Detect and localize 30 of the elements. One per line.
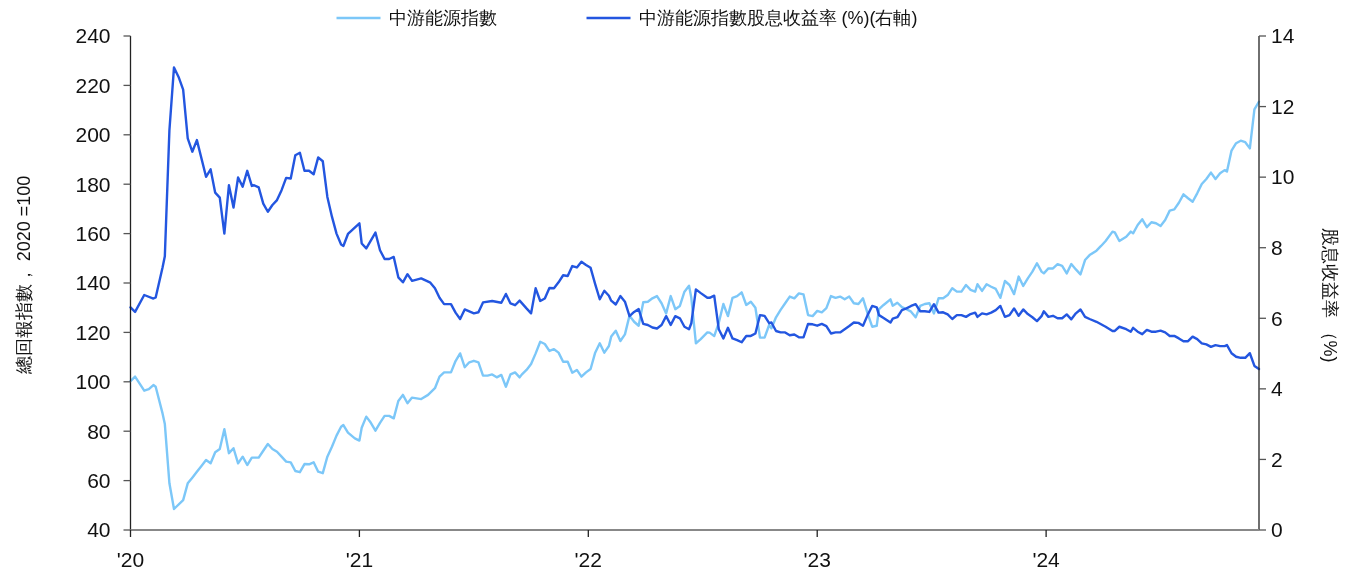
x-tick-label: '22 (574, 548, 602, 572)
y-tick-label: 120 (75, 320, 111, 344)
y-tick-label: 220 (75, 73, 111, 97)
line-series (129, 66, 1261, 371)
legend-label: 中游能源指數股息收益率 (%)(右軸) (638, 8, 918, 29)
y-tick-label: 240 (75, 24, 111, 48)
y-tick-label: 160 (75, 221, 111, 245)
y-tick-label: 180 (75, 172, 111, 196)
x-tick-label: '24 (1032, 548, 1061, 572)
x-tick-label: '23 (803, 548, 831, 572)
line-series (129, 100, 1261, 511)
y-tick-label: 140 (75, 271, 111, 295)
x-tick-label: '20 (116, 548, 145, 572)
x-tick-label: '21 (345, 548, 374, 572)
y2-tick-label: 4 (1271, 377, 1283, 401)
y-tick-label: 60 (87, 468, 111, 492)
y2-axis-title: 股息收益率 （%) (1319, 227, 1340, 363)
y2-tick-label: 14 (1271, 24, 1295, 48)
y2-tick-label: 2 (1271, 447, 1283, 471)
y2-tick-label: 6 (1271, 306, 1283, 330)
y-tick-label: 200 (75, 123, 111, 147)
y2-tick-label: 0 (1271, 518, 1283, 542)
y-tick-label: 80 (87, 419, 111, 443)
y-axis-title: 總回報指數， 2020 =100 (14, 175, 35, 376)
y-tick-label: 40 (87, 518, 111, 542)
y2-tick-label: 10 (1271, 165, 1295, 189)
legend-label: 中游能源指數 (388, 8, 497, 29)
y2-tick-label: 12 (1271, 94, 1295, 118)
y2-tick-label: 8 (1271, 236, 1283, 260)
y-tick-label: 100 (75, 370, 111, 394)
